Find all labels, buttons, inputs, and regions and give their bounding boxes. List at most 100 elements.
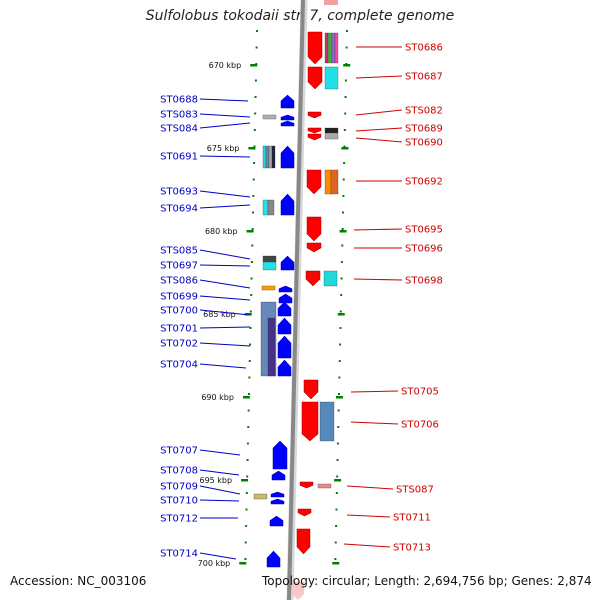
reverse-gene xyxy=(306,242,322,253)
scale-label: 700 kbp xyxy=(198,559,231,568)
gene-label-st0711: ST0711 xyxy=(393,513,431,524)
tick-dot-left xyxy=(244,558,247,560)
tick-dot-left xyxy=(252,211,255,214)
tick-dot-right xyxy=(337,426,340,428)
tick-dot-left xyxy=(244,541,247,544)
tick-dot-right xyxy=(343,162,346,164)
tick-dot-right xyxy=(337,409,340,412)
tick-dot-left xyxy=(247,426,250,428)
gene-label-st0712: ST0712 xyxy=(160,514,198,525)
major-tick-right xyxy=(337,313,345,316)
reverse-gene xyxy=(307,111,322,119)
forward-gene xyxy=(280,255,295,271)
gene-label-sts087: STS087 xyxy=(396,485,434,496)
leader-line-left xyxy=(199,342,251,347)
gene-label-st0713: ST0713 xyxy=(393,543,431,554)
tick-dot-right xyxy=(346,30,348,32)
tick-dot-left xyxy=(254,112,257,115)
leader-line-left xyxy=(199,326,251,329)
reverse-gene xyxy=(307,127,322,134)
tick-dot-right xyxy=(336,442,339,445)
domain-box xyxy=(324,132,339,140)
major-tick-right xyxy=(334,479,342,482)
scale-label: 685 kbp xyxy=(203,310,236,319)
reverse-gene xyxy=(296,528,311,555)
tick-dot-right xyxy=(338,360,341,362)
gene-label-sts085: STS085 xyxy=(160,246,198,257)
gene-label-st0698: ST0698 xyxy=(405,276,443,287)
reverse-gene xyxy=(307,31,323,65)
leader-line-right xyxy=(355,127,403,132)
tick-dot-left xyxy=(251,244,254,247)
scale-label: 695 kbp xyxy=(199,476,232,485)
leader-line-left xyxy=(199,485,241,495)
domain-box xyxy=(324,127,339,134)
tick-dot-left xyxy=(250,277,253,280)
major-tick-right xyxy=(341,147,349,150)
domain-box xyxy=(324,169,332,195)
major-tick-left xyxy=(239,562,247,565)
tick-dot-right xyxy=(335,508,338,511)
tick-dot-right xyxy=(343,145,346,148)
leader-line-left xyxy=(199,295,251,301)
gene-label-st0699: ST0699 xyxy=(160,292,198,303)
forward-gene xyxy=(270,498,285,505)
tick-dot-left xyxy=(252,195,255,197)
tick-dot-right xyxy=(334,558,337,560)
major-tick-left xyxy=(241,479,249,482)
leader-line-left xyxy=(199,279,251,289)
leader-line-right xyxy=(346,514,391,518)
domain-box xyxy=(267,199,275,216)
gene-label-st0701: ST0701 xyxy=(160,324,198,335)
gene-label-st0688: ST0688 xyxy=(160,95,198,106)
reverse-gene xyxy=(303,379,319,400)
leader-line-left xyxy=(199,204,251,209)
domain-box xyxy=(319,401,335,442)
gene-label-st0700: ST0700 xyxy=(160,306,198,317)
tick-dot-right xyxy=(338,376,341,379)
reverse-gene xyxy=(299,481,314,489)
reverse-gene xyxy=(297,508,312,517)
major-tick-left xyxy=(248,147,256,150)
tick-dot-left xyxy=(245,492,248,494)
reverse-gene-partial xyxy=(324,0,338,5)
leader-line-left xyxy=(199,98,249,102)
forward-gene xyxy=(280,193,295,216)
leader-line-left xyxy=(199,113,251,118)
gene-label-st0709: ST0709 xyxy=(160,482,198,493)
forward-gene xyxy=(278,285,293,293)
tick-dot-right xyxy=(340,277,343,280)
tick-dot-right xyxy=(339,310,342,313)
gene-label-st0697: ST0697 xyxy=(160,261,198,272)
leader-line-right xyxy=(343,543,391,548)
major-tick-left xyxy=(242,396,250,399)
tick-dot-right xyxy=(344,96,347,98)
reverse-gene xyxy=(307,133,322,141)
tick-dot-right xyxy=(335,525,338,527)
reverse-gene xyxy=(306,216,322,242)
tick-dot-right xyxy=(340,294,343,296)
tick-dot-left xyxy=(248,376,251,379)
gene-label-st0687: ST0687 xyxy=(405,72,443,83)
tick-dot-right xyxy=(339,327,342,329)
tick-dot-left xyxy=(247,409,250,412)
scale-label: 690 kbp xyxy=(201,393,234,402)
tick-dot-left xyxy=(250,261,253,263)
domain-box xyxy=(334,32,339,64)
forward-gene xyxy=(280,120,295,127)
tick-dot-left xyxy=(249,310,252,313)
gene-label-st0702: ST0702 xyxy=(160,339,198,350)
tick-dot-left xyxy=(253,145,256,148)
gene-label-st0694: ST0694 xyxy=(160,204,198,215)
tick-dot-left xyxy=(249,343,252,346)
scale-label: 675 kbp xyxy=(207,144,240,153)
forward-gene xyxy=(278,293,293,304)
gene-label-st0696: ST0696 xyxy=(405,244,443,255)
leader-line-right xyxy=(355,137,403,143)
major-tick-left xyxy=(246,230,254,233)
reverse-gene-partial xyxy=(292,582,304,600)
domain-box xyxy=(267,317,276,377)
forward-gene xyxy=(277,335,292,359)
domain-box xyxy=(323,270,338,287)
